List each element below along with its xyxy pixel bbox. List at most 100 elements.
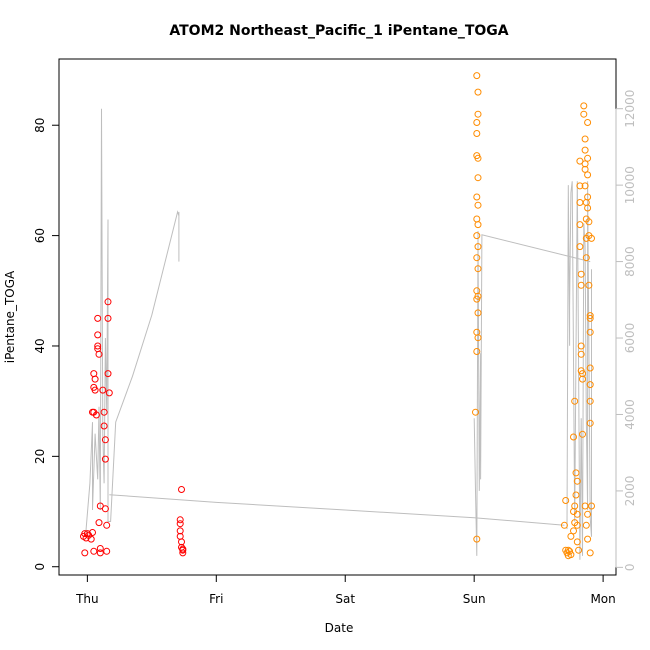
data-point [567, 532, 575, 540]
line-segment [85, 108, 180, 533]
data-point [89, 529, 96, 536]
data-point [586, 364, 594, 372]
data-point [474, 265, 482, 273]
data-point [588, 502, 595, 510]
data-point [573, 521, 581, 529]
y2-tick-label: 2000 [623, 476, 637, 507]
data-point [101, 436, 109, 444]
data-point [562, 497, 570, 504]
data-point [473, 130, 481, 137]
data-point [81, 549, 89, 557]
y2-axis: 0 2000 4000 6000 8000 10000 12000 [615, 90, 637, 572]
y2-tick-label: 0 [623, 564, 637, 572]
data-point [573, 477, 581, 485]
data-point [104, 298, 112, 306]
data-point [474, 221, 482, 229]
line-segment [566, 181, 592, 560]
data-point [473, 287, 481, 295]
data-point [90, 547, 98, 555]
y-tick-label: 40 [33, 338, 47, 353]
y2-tick-label: 4000 [623, 399, 637, 430]
data-point [81, 530, 89, 538]
data-point [473, 215, 481, 223]
data-point [87, 535, 95, 543]
data-point [105, 389, 113, 397]
data-point [573, 538, 581, 546]
data-point [474, 309, 482, 317]
data-point [584, 535, 592, 543]
data-point [104, 370, 112, 378]
data-point [100, 422, 108, 430]
data-point [560, 521, 568, 529]
data-point [101, 505, 109, 513]
data-point [176, 516, 184, 524]
data-point [586, 397, 594, 405]
data-point [178, 486, 185, 493]
data-point [570, 433, 577, 441]
data-point [576, 243, 584, 251]
data-point [586, 419, 594, 427]
data-point [567, 551, 575, 559]
data-point [94, 331, 102, 339]
data-point [179, 545, 187, 553]
data-point [94, 314, 102, 322]
y-tick-label: 20 [33, 449, 47, 464]
data-point [103, 521, 111, 529]
data-point [570, 527, 577, 535]
line-series [85, 108, 592, 560]
data-point [586, 312, 594, 320]
x-tick-label: Fri [209, 592, 223, 606]
data-point [96, 545, 104, 552]
data-point [473, 295, 481, 303]
data-point [573, 510, 581, 518]
data-point [572, 469, 580, 477]
data-point [584, 193, 592, 201]
data-point [95, 350, 103, 358]
data-point [474, 334, 482, 342]
data-point [473, 232, 481, 240]
y-axis-label: iPentane_TOGA [3, 270, 17, 363]
data-point [176, 520, 184, 528]
data-point [584, 154, 592, 162]
data-point [584, 204, 592, 212]
data-point [474, 88, 482, 96]
data-point [474, 174, 482, 182]
x-tick-label: Thu [75, 592, 99, 606]
y2-tick-label: 12000 [623, 90, 637, 128]
data-point [474, 201, 482, 209]
data-point [581, 165, 589, 173]
data-point [582, 254, 590, 262]
data-point [473, 193, 481, 201]
y2-tick-label: 8000 [623, 246, 637, 277]
y-tick-label: 60 [33, 228, 47, 243]
data-point [577, 350, 585, 358]
data-point [473, 119, 481, 126]
data-point [96, 549, 104, 557]
line-segment [109, 494, 565, 526]
data-point [474, 110, 482, 118]
data-point [473, 348, 481, 355]
data-point [579, 375, 586, 383]
point-series [80, 72, 595, 560]
y-tick-label: 80 [33, 118, 47, 133]
data-point [92, 411, 100, 419]
data-point [581, 182, 589, 190]
data-point [101, 455, 109, 463]
data-point [584, 171, 592, 179]
data-point [576, 221, 584, 229]
x-tick-label: Mon [590, 592, 615, 606]
data-point [580, 102, 588, 110]
data-point [577, 281, 585, 289]
data-point [179, 549, 187, 557]
data-point [473, 254, 481, 262]
x-axis-label: Date [325, 621, 354, 635]
data-point [474, 154, 482, 162]
plot-area [58, 58, 617, 576]
data-point [83, 530, 91, 538]
data-point [103, 547, 111, 555]
data-point [91, 375, 99, 383]
data-point [588, 234, 595, 242]
data-point [579, 430, 586, 438]
data-point [474, 243, 482, 251]
